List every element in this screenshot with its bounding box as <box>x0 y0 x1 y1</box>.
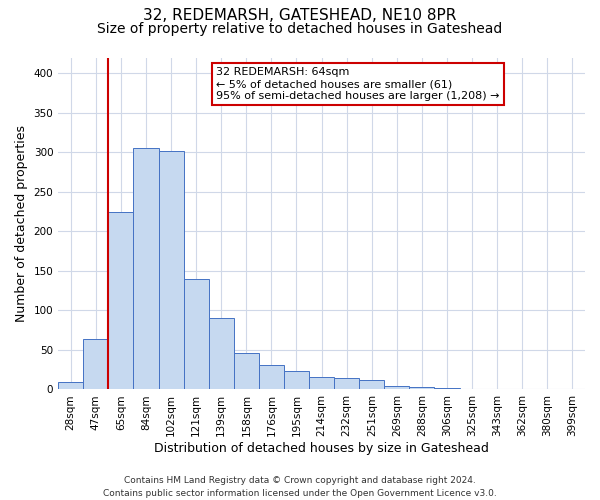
Bar <box>109 212 133 390</box>
Bar <box>409 387 434 390</box>
Bar <box>560 388 585 390</box>
Bar <box>334 378 359 390</box>
Text: 32, REDEMARSH, GATESHEAD, NE10 8PR: 32, REDEMARSH, GATESHEAD, NE10 8PR <box>143 8 457 22</box>
Y-axis label: Number of detached properties: Number of detached properties <box>15 125 28 322</box>
Text: 32 REDEMARSH: 64sqm
← 5% of detached houses are smaller (61)
95% of semi-detache: 32 REDEMARSH: 64sqm ← 5% of detached hou… <box>216 68 500 100</box>
Bar <box>385 386 409 390</box>
Bar <box>209 318 234 390</box>
Bar <box>485 388 510 390</box>
Bar <box>359 380 385 390</box>
Bar <box>133 148 158 390</box>
Bar <box>83 339 109 390</box>
Text: Contains HM Land Registry data © Crown copyright and database right 2024.
Contai: Contains HM Land Registry data © Crown c… <box>103 476 497 498</box>
Bar <box>535 388 560 390</box>
Bar <box>460 388 485 390</box>
Bar <box>158 151 184 390</box>
Bar <box>434 388 460 390</box>
Bar <box>184 279 209 390</box>
Bar <box>58 382 83 390</box>
Bar <box>284 372 309 390</box>
Text: Size of property relative to detached houses in Gateshead: Size of property relative to detached ho… <box>97 22 503 36</box>
X-axis label: Distribution of detached houses by size in Gateshead: Distribution of detached houses by size … <box>154 442 489 455</box>
Bar <box>510 388 535 390</box>
Bar <box>309 377 334 390</box>
Bar <box>259 365 284 390</box>
Bar <box>234 353 259 390</box>
